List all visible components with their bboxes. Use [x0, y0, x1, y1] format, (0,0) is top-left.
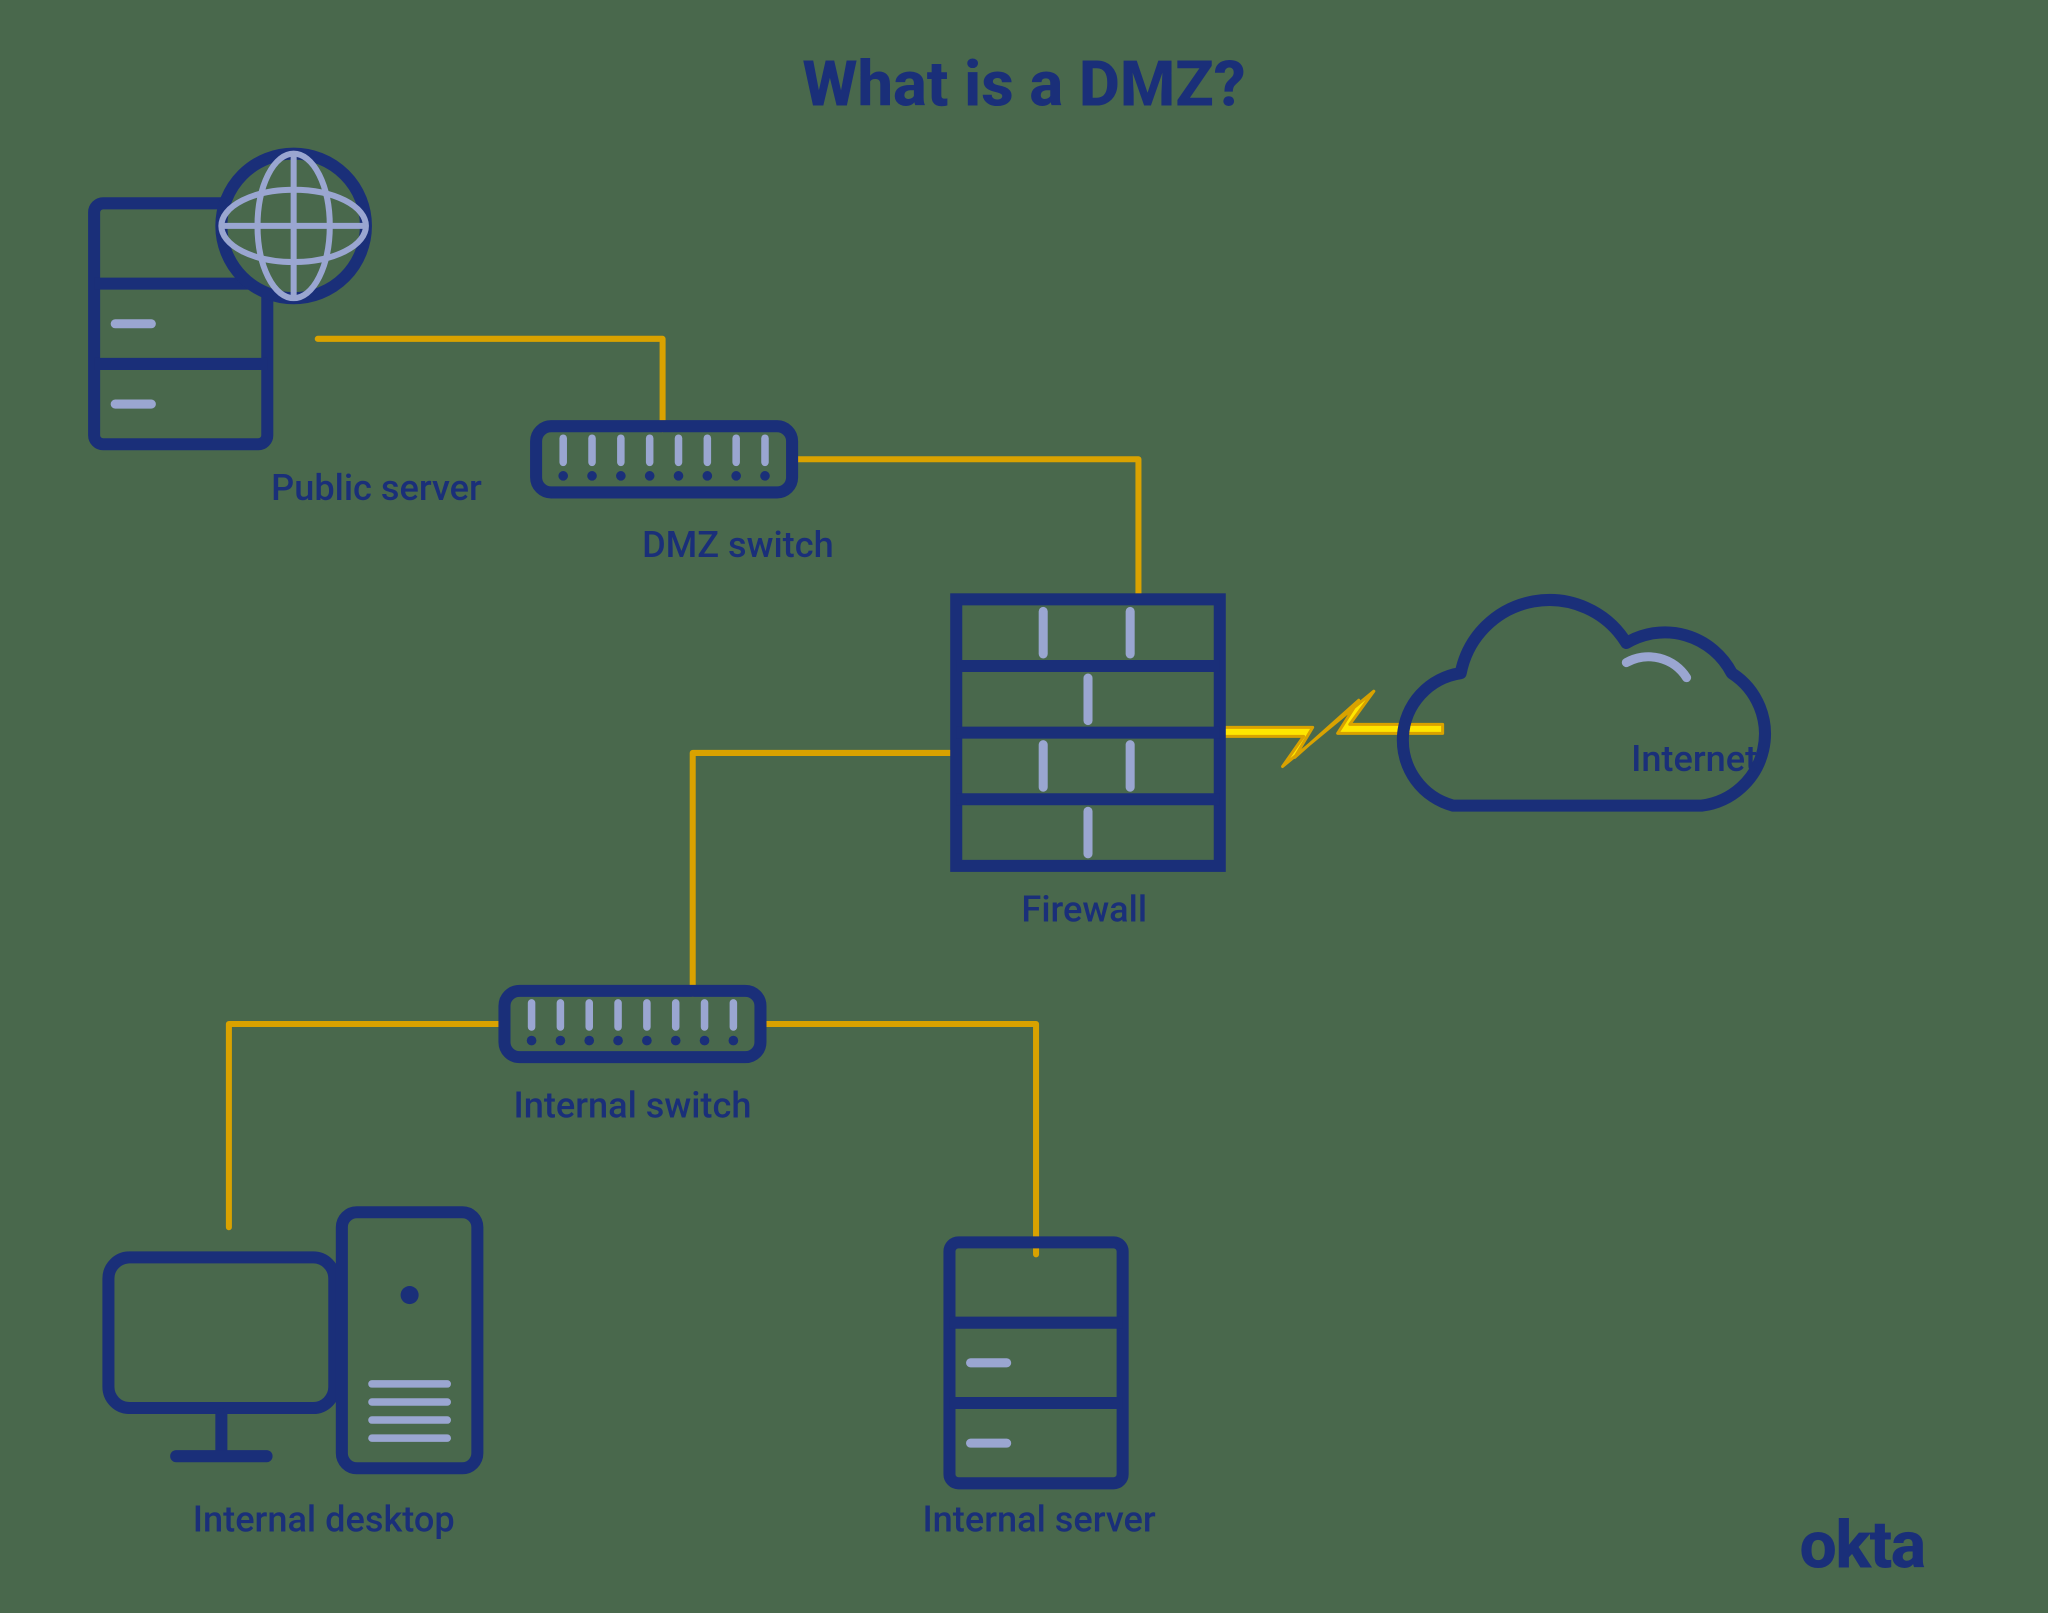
globe-icon	[221, 154, 366, 299]
okta-logo: okta	[1800, 1506, 1925, 1584]
label-internet: Internet	[1559, 738, 1830, 780]
internal-switch-icon	[504, 991, 760, 1057]
connector-firewall-to-internal-switch	[693, 753, 957, 994]
internal-desktop-icon	[108, 1212, 477, 1468]
firewall-icon	[956, 599, 1220, 866]
label-internal-desktop: Internal desktop	[143, 1498, 504, 1540]
label-dmz-switch: DMZ switch	[587, 524, 888, 566]
label-internal-switch: Internal switch	[467, 1084, 798, 1126]
page-title: What is a DMZ?	[0, 48, 2048, 122]
label-firewall: Firewall	[964, 888, 1205, 930]
connector-internal-switch-to-server	[760, 1024, 1036, 1254]
dmz-switch-icon	[536, 426, 792, 492]
label-internal-server: Internal server	[873, 1498, 1204, 1540]
label-public-server: Public server	[226, 467, 527, 509]
connector-internal-switch-to-desktop	[229, 1024, 508, 1227]
internal-server-icon	[949, 1242, 1122, 1483]
diagram-canvas	[0, 0, 2048, 1613]
connector-public-server-to-dmz	[318, 339, 663, 429]
